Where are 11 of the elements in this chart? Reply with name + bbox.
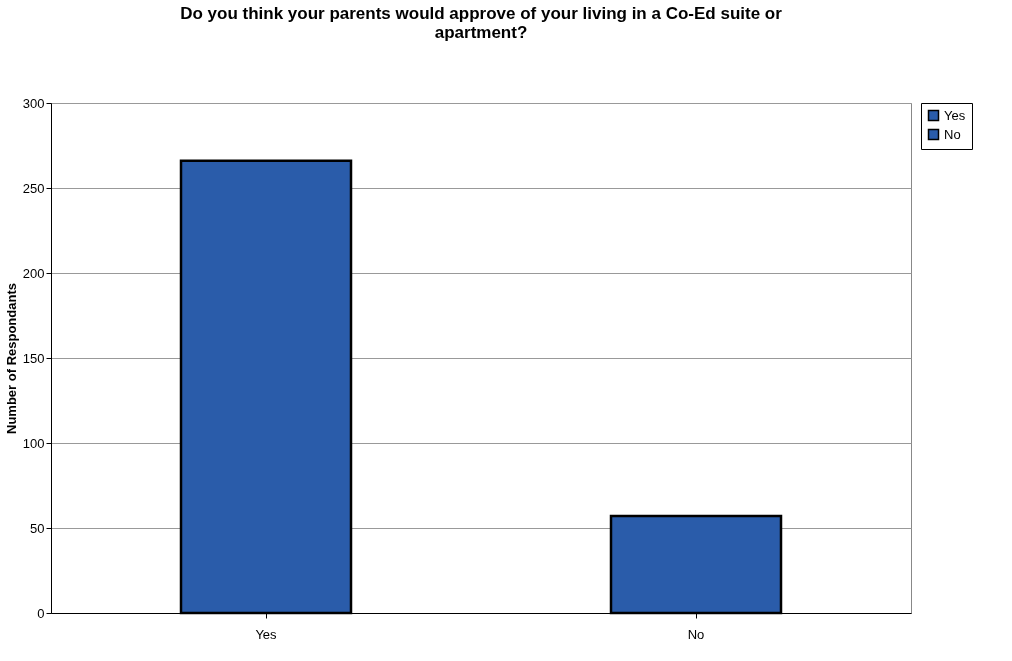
y-tick-label: 100 [22, 435, 45, 451]
y-tick-label: 150 [22, 350, 45, 366]
y-tick-label: 300 [22, 95, 45, 111]
legend-label: Yes [944, 107, 966, 123]
legend-label: No [944, 126, 961, 142]
y-tick-label: 0 [37, 605, 45, 621]
y-axis-title: Number of Respondants [3, 283, 19, 434]
y-tick-label: 50 [30, 520, 45, 536]
chart-title: Do you think your parents would approve of your living in a Co-Ed suite or apartment? [180, 4, 783, 42]
y-tick-label: 200 [22, 265, 45, 281]
y-tick-label: 250 [22, 180, 45, 196]
